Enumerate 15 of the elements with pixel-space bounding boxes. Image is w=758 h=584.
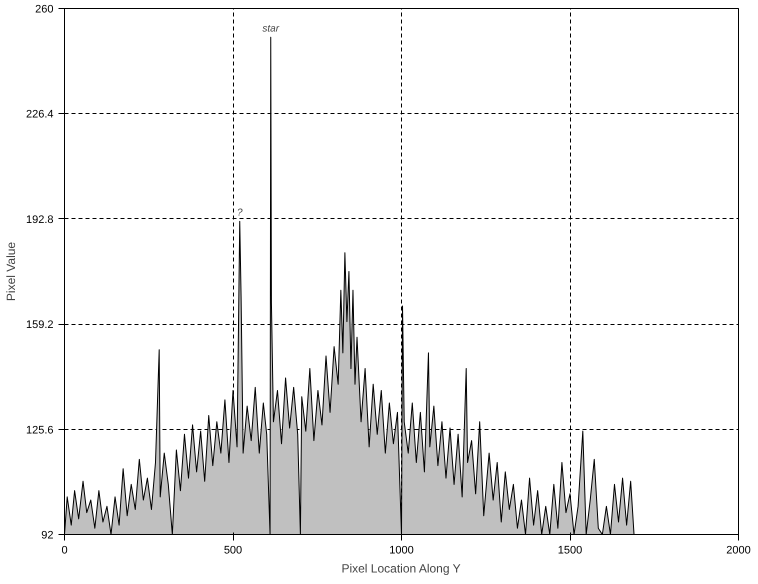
y-tick-label: 192.8 [26, 214, 54, 226]
annotation: star [262, 23, 280, 34]
x-tick-label: 500 [224, 544, 242, 556]
y-tick-label: 260 [35, 4, 54, 16]
annotation: ? [236, 207, 243, 218]
y-tick-label: 159.2 [26, 319, 54, 332]
x-tick-label: 0 [61, 544, 68, 556]
y-axis-title: Pixel Value [4, 242, 18, 302]
x-tick-label: 1500 [558, 544, 582, 556]
y-tick-label: 125.6 [26, 424, 54, 436]
x-tick-label: 2000 [726, 544, 751, 556]
y-tick-label: 92 [41, 530, 54, 542]
y-tick-label: 226.4 [26, 108, 54, 121]
x-tick-label: 1000 [389, 544, 414, 556]
x-axis-title: Pixel Location Along Y [341, 562, 461, 576]
